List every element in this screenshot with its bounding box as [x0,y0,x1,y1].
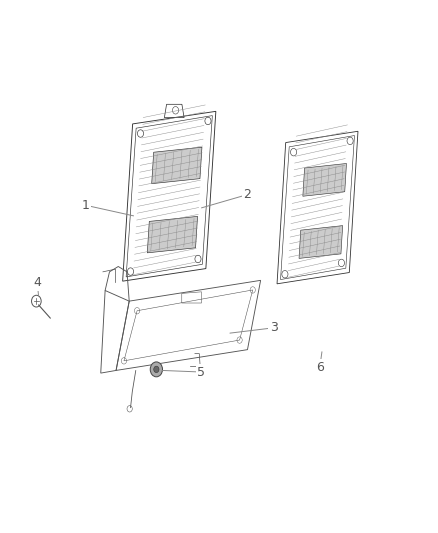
Polygon shape [303,164,346,196]
Text: 3: 3 [270,321,278,334]
Circle shape [150,362,162,377]
Polygon shape [152,147,202,184]
Polygon shape [299,225,343,259]
Text: 4: 4 [33,276,41,289]
Text: 2: 2 [244,188,251,201]
Text: 5: 5 [198,366,205,378]
Text: 6: 6 [316,361,324,374]
Text: 1: 1 [81,199,89,212]
Circle shape [154,366,159,373]
Polygon shape [147,216,198,253]
